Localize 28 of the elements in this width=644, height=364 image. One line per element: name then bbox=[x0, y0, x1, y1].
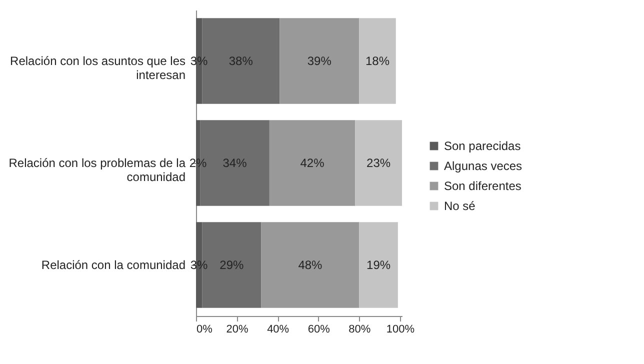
y-tick-label: Relación con la comunidad bbox=[41, 258, 186, 272]
x-tick-label: 100% bbox=[386, 324, 415, 336]
bar bbox=[359, 18, 396, 104]
bar bbox=[269, 120, 356, 206]
x-tick-label: 0% bbox=[196, 324, 213, 336]
data-label: 38% bbox=[228, 54, 254, 68]
data-label: 29% bbox=[220, 258, 244, 272]
bar bbox=[261, 222, 360, 308]
data-label: 18% bbox=[366, 54, 390, 68]
legend-label: No sé bbox=[444, 199, 476, 213]
data-label: 42% bbox=[300, 156, 325, 170]
legend-label: Algunas veces bbox=[444, 159, 522, 173]
data-label: 48% bbox=[298, 258, 323, 272]
data-label: 19% bbox=[366, 258, 391, 272]
legend-label: Son parecidas bbox=[444, 139, 521, 153]
legend-label: Son diferentes bbox=[444, 179, 522, 193]
data-label: 39% bbox=[307, 54, 332, 68]
x-tick-label: 20% bbox=[226, 324, 249, 336]
y-tick-label: Relación con los asuntos que les interesan bbox=[10, 54, 186, 82]
bar bbox=[359, 222, 398, 308]
y-tick-label: Relación con los problemas de la comunidad bbox=[8, 156, 186, 184]
x-tick-label: 60% bbox=[308, 324, 330, 336]
x-tick-label: 80% bbox=[348, 324, 371, 336]
data-label: 23% bbox=[366, 156, 391, 170]
bar bbox=[280, 18, 360, 104]
x-tick-label: 40% bbox=[267, 324, 290, 336]
data-label: 34% bbox=[222, 156, 248, 170]
bar bbox=[355, 120, 402, 206]
